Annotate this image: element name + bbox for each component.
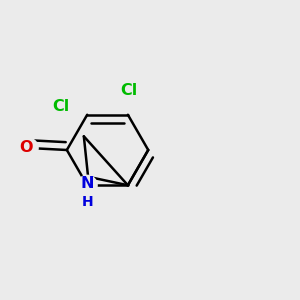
Circle shape <box>46 93 75 121</box>
Circle shape <box>77 175 97 195</box>
Circle shape <box>115 76 143 105</box>
Text: Cl: Cl <box>52 100 69 115</box>
Text: Cl: Cl <box>120 83 138 98</box>
Text: H: H <box>81 195 93 209</box>
Text: N: N <box>80 176 94 191</box>
Circle shape <box>18 138 38 158</box>
Text: O: O <box>20 140 33 155</box>
